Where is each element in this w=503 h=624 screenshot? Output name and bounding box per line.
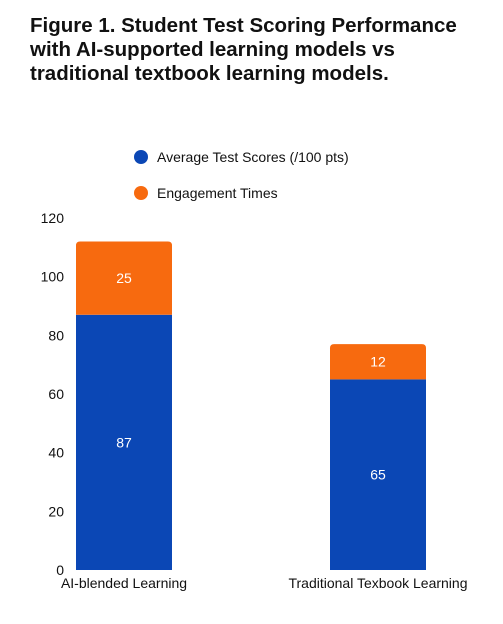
y-tick-label: 20 <box>48 503 64 519</box>
y-tick-label: 40 <box>48 445 64 461</box>
legend-label-0: Average Test Scores (/100 pts) <box>157 149 349 165</box>
legend-label-1: Engagement Times <box>157 185 278 201</box>
y-axis: 0 20 40 60 80 100 120 <box>41 210 65 578</box>
x-category-label: Traditional Texbook Learning <box>288 575 467 591</box>
legend-marker-1 <box>134 186 148 200</box>
y-tick-label: 60 <box>48 386 64 402</box>
y-tick-label: 0 <box>56 562 64 578</box>
bar-segment <box>76 241 172 315</box>
x-category-label: AI-blended Learning <box>61 575 187 591</box>
bar-segment <box>76 314 172 570</box>
legend: Average Test Scores (/100 pts) Engagement… <box>134 149 349 201</box>
bars: 87 25 65 12 <box>76 241 426 570</box>
legend-marker-0 <box>134 150 148 164</box>
y-tick-label: 100 <box>41 269 65 285</box>
y-tick-label: 120 <box>41 210 65 226</box>
data-label: 65 <box>370 467 386 483</box>
data-label: 25 <box>116 270 132 286</box>
x-axis: AI-blended Learning Traditional Texbook L… <box>61 575 468 591</box>
bar-segment <box>330 344 426 380</box>
chart-title: Figure 1. Student Test Scoring Performan… <box>30 14 457 85</box>
y-tick-label: 80 <box>48 327 64 343</box>
data-label: 87 <box>116 434 132 450</box>
bar-segment <box>330 379 426 570</box>
data-label: 12 <box>370 354 386 370</box>
